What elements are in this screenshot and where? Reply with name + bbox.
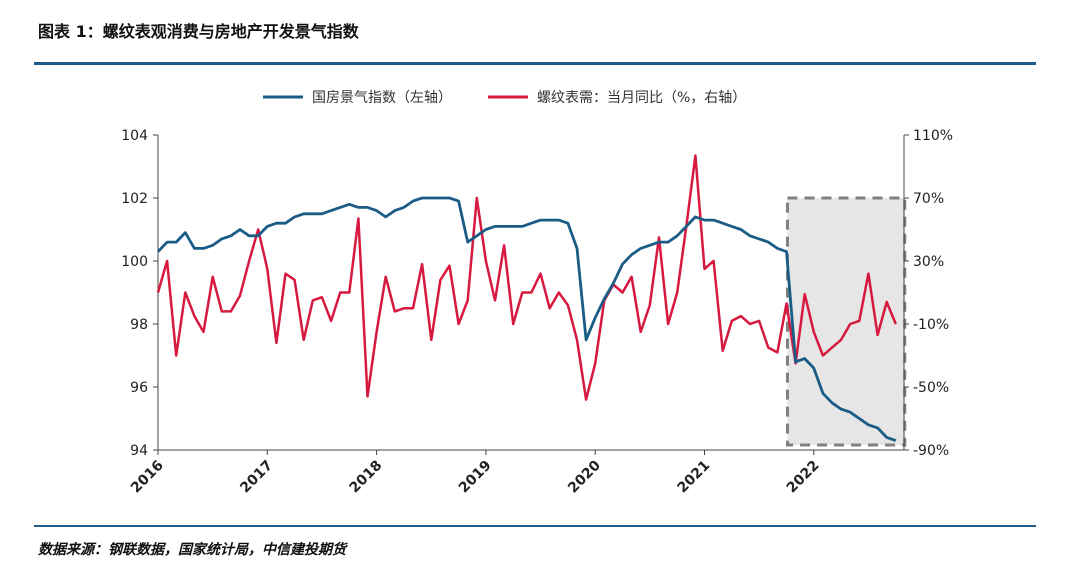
figure-title: 图表 1：螺纹表观消费与房地产开发景气指数 (38, 22, 359, 41)
x-tick-label: 2019 (456, 458, 495, 497)
right-tick-label: 30% (913, 254, 944, 270)
x-tick-label: 2018 (347, 458, 386, 497)
x-tick-label: 2017 (237, 458, 276, 497)
x-tick-label: 2016 (128, 458, 167, 497)
left-tick-label: 100 (121, 254, 148, 270)
right-tick-label: 70% (913, 191, 944, 207)
right-tick-label: -10% (913, 317, 949, 333)
right-tick-label: -50% (913, 380, 949, 396)
series-line-rebar-demand-yoy (156, 154, 897, 401)
bottom-rule (34, 525, 1036, 527)
left-tick-label: 102 (121, 191, 148, 207)
series-line-real-estate-climate-index (156, 196, 897, 442)
highlight-box (785, 196, 907, 447)
highlight-rect (785, 196, 907, 447)
chart-legend: 国房景气指数（左轴） 螺纹表需：当月同比（%，右轴） (263, 90, 746, 106)
left-tick-label: 104 (121, 128, 148, 144)
chart-lines (156, 154, 897, 442)
x-tick-label: 2020 (565, 457, 604, 496)
left-tick-label: 94 (130, 443, 148, 459)
left-tick-label: 98 (130, 317, 148, 333)
chart: 94 96 98 100 102 104 -90% -50% -10% 30% 70% 110% 201… (121, 90, 953, 497)
top-rule (34, 62, 1036, 65)
x-tick-label: 2022 (784, 458, 823, 497)
right-tick-label: 110% (913, 128, 953, 144)
x-tick-label: 2021 (674, 458, 713, 497)
right-tick-label: -90% (913, 443, 949, 459)
legend-label-left: 国房景气指数（左轴） (312, 90, 452, 106)
left-tick-label: 96 (130, 380, 148, 396)
legend-label-right: 螺纹表需：当月同比（%，右轴） (537, 90, 746, 106)
source-note: 数据来源：钢联数据，国家统计局，中信建投期货 (38, 542, 346, 558)
